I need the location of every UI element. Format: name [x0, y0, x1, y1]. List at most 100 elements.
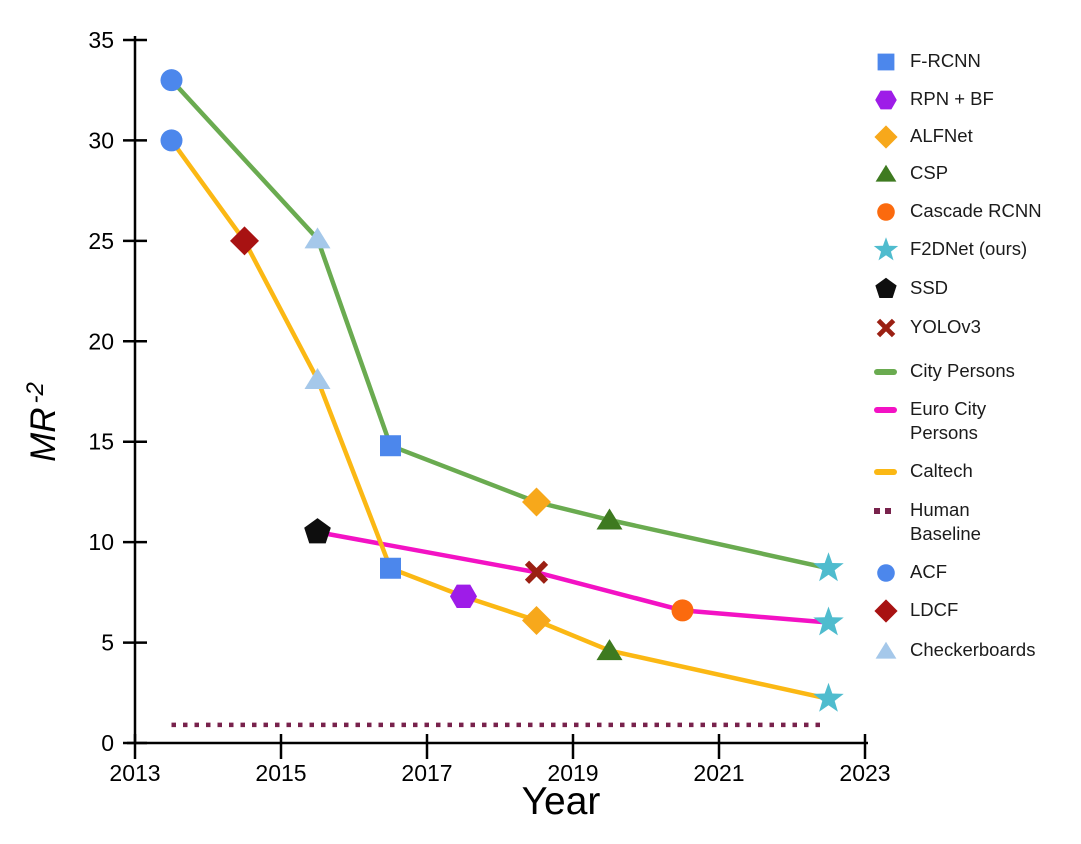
legend-item-human-baseline: Human Baseline — [866, 496, 981, 546]
marker-yolov3-euro-city-persons — [524, 560, 549, 584]
legend-item-ldcf: LDCF — [866, 596, 958, 626]
legend-label-human-baseline: Human Baseline — [910, 496, 981, 546]
legend-swatch-euro-city-persons-line-icon — [874, 407, 897, 413]
legend-dot-2-human-baseline — [885, 508, 891, 514]
x-tick-label-2017: 2017 — [401, 760, 452, 786]
y-tick-label-0: 0 — [101, 730, 114, 756]
legend-item-csp: CSP — [866, 159, 948, 189]
x-tick-label-2021: 2021 — [693, 760, 744, 786]
legend-line-swatch-city-persons — [874, 369, 897, 375]
legend-label-line: Persons — [910, 422, 978, 443]
legend-swatch-city-persons-line-icon — [874, 369, 897, 375]
legend-item-rpn-bf: RPN + BF — [866, 85, 994, 115]
y-axis-title-superscript: -2 — [22, 382, 49, 404]
marker-csp-caltech — [596, 639, 623, 661]
legend-swatch-caltech-line-icon — [874, 469, 897, 475]
legend-item-alfnet: ALFNet — [866, 122, 973, 152]
legend-swatch-f-rcnn-square-icon — [877, 53, 895, 71]
x-axis-title: Year — [521, 780, 601, 823]
legend-label-line: YOLOv3 — [910, 315, 981, 337]
legend-label-line: Caltech — [910, 460, 973, 481]
legend-label-ldcf: LDCF — [910, 596, 958, 622]
legend-item-ssd: SSD — [866, 274, 948, 304]
series-line-city-persons — [169, 77, 831, 571]
series-line-caltech — [169, 138, 831, 702]
legend-label-line: Baseline — [910, 523, 981, 544]
legend-marker-shape-acf — [877, 564, 895, 582]
legend-line-swatch-euro-city-persons — [874, 407, 897, 413]
legend-swatch-human-baseline-dotted-line-icon — [874, 508, 891, 514]
y-tick-label-20: 20 — [88, 328, 114, 354]
legend-dot-1-human-baseline — [874, 508, 880, 514]
marker-f2dnet-ours-caltech — [813, 682, 844, 712]
legend: F-RCNN RPN + BF ALFNet CSP Cascade RCNN F2DNe… — [866, 0, 1081, 844]
legend-swatch-csp-triangle-icon — [875, 164, 897, 182]
legend-item-caltech: Caltech — [866, 457, 973, 487]
legend-item-city-persons: City Persons — [866, 357, 1015, 387]
legend-item-acf: ACF — [866, 558, 947, 588]
legend-label-line: LDCF — [910, 598, 959, 620]
marker-checkerboards-city-persons — [304, 227, 331, 249]
legend-label-line: RPN + BF — [910, 87, 994, 109]
legend-label-rpn-bf: RPN + BF — [910, 85, 994, 111]
marker-acf-city-persons — [160, 69, 183, 92]
y-tick-label-30: 30 — [88, 127, 114, 153]
legend-item-f-rcnn: F-RCNN — [866, 47, 981, 77]
legend-label-line: CSP — [910, 162, 949, 183]
legend-item-f2dnet-ours: F2DNet (ours) — [866, 235, 1027, 265]
legend-label-line: ACF — [910, 561, 947, 582]
legend-swatch-f2dnet-ours-star-icon — [873, 237, 899, 261]
legend-label-f2dnet-ours: F2DNet (ours) — [910, 235, 1027, 261]
legend-swatch-alfnet-diamond-icon — [874, 124, 898, 149]
marker-alfnet-caltech — [522, 605, 551, 635]
legend-label-line: F2DNet (ours) — [910, 238, 1028, 259]
x-tick-label-2013: 2013 — [109, 760, 160, 786]
y-tick-label-35: 35 — [88, 27, 114, 53]
legend-label-line: Cascade RCNN — [910, 200, 1042, 221]
marker-f-rcnn-city-persons — [380, 435, 401, 457]
legend-label-line: Human — [910, 499, 970, 520]
legend-marker-shape-yolov3 — [876, 318, 896, 337]
legend-marker-shape-ssd — [875, 277, 897, 299]
legend-label-f-rcnn: F-RCNN — [910, 47, 981, 73]
legend-marker-shape-cascade-rcnn — [877, 203, 895, 221]
marker-csp-city-persons — [596, 508, 623, 530]
legend-line-swatch-caltech — [874, 469, 897, 475]
legend-swatch-yolov3-x-icon — [876, 318, 896, 337]
legend-marker-shape-ldcf — [874, 598, 898, 623]
legend-item-checkerboards: Checkerboards — [866, 636, 1035, 666]
marker-f2dnet-ours-city-persons — [813, 552, 844, 582]
marker-ssd-euro-city-persons — [304, 518, 331, 544]
x-tick-label-2019: 2019 — [547, 760, 598, 786]
legend-swatch-cascade-rcnn-circle-icon — [877, 203, 895, 221]
legend-marker-shape-csp — [875, 164, 897, 182]
legend-swatch-ssd-pentagon-icon — [875, 277, 897, 299]
legend-marker-shape-rpn-bf — [875, 90, 897, 109]
marker-f-rcnn-caltech — [380, 557, 401, 579]
legend-marker-shape-checkerboards — [875, 641, 897, 659]
y-tick-label-15: 15 — [88, 429, 114, 455]
legend-swatch-rpn-bf-hexagon-icon — [875, 90, 897, 109]
legend-marker-shape-alfnet — [874, 124, 898, 149]
legend-label-caltech: Caltech — [910, 457, 973, 483]
marker-cascade-rcnn-euro-city-persons — [671, 599, 694, 622]
legend-label-acf: ACF — [910, 558, 947, 584]
marker-alfnet-city-persons — [522, 487, 551, 517]
marker-acf-caltech — [160, 129, 183, 152]
legend-label-line: SSD — [910, 277, 949, 298]
legend-label-line: Euro City — [910, 398, 987, 419]
legend-label-alfnet: ALFNet — [910, 122, 973, 148]
x-tick-label-2015: 2015 — [255, 760, 306, 786]
legend-label-city-persons: City Persons — [910, 357, 1015, 383]
legend-item-cascade-rcnn: Cascade RCNN — [866, 197, 1042, 227]
series-line-euro-city-persons — [315, 529, 831, 625]
legend-label-euro-city-persons: Euro City Persons — [910, 395, 986, 445]
y-tick-label-10: 10 — [88, 529, 114, 555]
legend-label-line: F-RCNN — [910, 50, 981, 71]
marker-checkerboards-caltech — [304, 367, 331, 389]
legend-marker-shape-f2dnet-ours — [873, 237, 899, 261]
marker-f2dnet-ours-euro-city-persons — [813, 606, 844, 636]
legend-swatch-acf-circle-icon — [877, 564, 895, 582]
legend-swatch-checkerboards-triangle-icon — [875, 641, 897, 659]
legend-label-line: City Persons — [910, 360, 1015, 381]
